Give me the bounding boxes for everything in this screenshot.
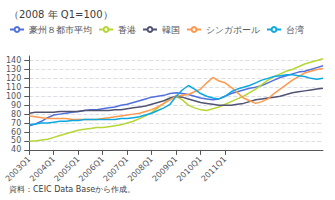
svg-text:130: 130 [6, 65, 21, 74]
svg-text:50: 50 [11, 136, 21, 145]
svg-text:80: 80 [11, 110, 21, 119]
svg-text:2003Q1: 2003Q1 [4, 155, 33, 184]
svg-text:2007Q1: 2007Q1 [102, 155, 131, 184]
svg-text:2006Q1: 2006Q1 [77, 155, 106, 184]
svg-text:香港: 香港 [118, 25, 136, 35]
svg-text:2009Q1: 2009Q1 [151, 155, 180, 184]
svg-text:2010Q1: 2010Q1 [175, 155, 204, 184]
svg-text:豪州８都市平均: 豪州８都市平均 [29, 25, 92, 35]
svg-text:2008Q1: 2008Q1 [126, 155, 155, 184]
svg-text:台湾: 台湾 [286, 25, 304, 35]
svg-text:2011Q1: 2011Q1 [200, 155, 229, 184]
svg-text:90: 90 [11, 101, 21, 110]
svg-text:100: 100 [6, 92, 21, 101]
svg-text:シンガポール: シンガポール [206, 25, 260, 35]
svg-text:70: 70 [11, 119, 21, 128]
svg-text:140: 140 [6, 56, 21, 65]
svg-text:110: 110 [6, 83, 21, 92]
svg-text:資料：CEIC Data Baseから作成。: 資料：CEIC Data Baseから作成。 [9, 185, 135, 194]
svg-text:120: 120 [6, 74, 21, 83]
svg-text:韓国: 韓国 [162, 25, 180, 35]
svg-text:40: 40 [11, 145, 21, 154]
svg-text:2004Q1: 2004Q1 [28, 155, 57, 184]
svg-text:60: 60 [11, 128, 21, 137]
svg-text:2005Q1: 2005Q1 [53, 155, 82, 184]
svg-text:（2008 年 Q1=100）: （2008 年 Q1=100） [9, 9, 113, 20]
